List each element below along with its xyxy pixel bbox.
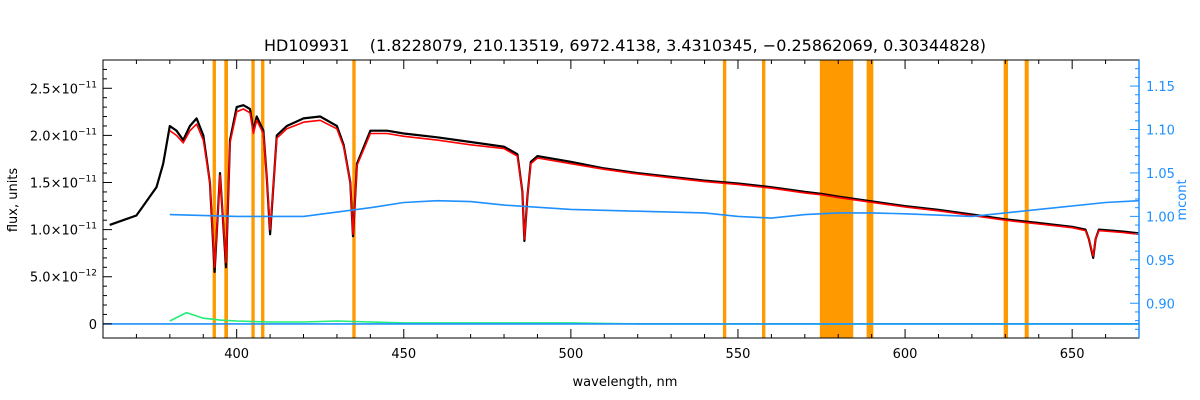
masked-regions: [212, 60, 1029, 338]
y-axis: 0 5.0×10−12 1.0×10−11 1.5×10−11 2.0×10−11 2.5…: [30, 59, 112, 333]
mask-band-10: [1024, 60, 1029, 338]
series-model: [169, 108, 1140, 269]
y2-axis-label: mcont: [1175, 179, 1190, 220]
y-tick-label-3: 1.5×10−11: [30, 175, 97, 192]
x-axis-label: wavelength, nm: [573, 375, 678, 390]
mask-band-5: [722, 60, 727, 338]
mask-band-2: [251, 60, 255, 338]
series-observed: [109, 104, 1140, 274]
plot-frame: [102, 59, 1140, 339]
y-tick-label-2: 1.0×10−11: [30, 222, 97, 239]
x-tick-label-550: 550: [726, 347, 751, 362]
y-axis-label: flux, units: [6, 168, 21, 233]
y2-tick-label-2: 1.00: [1146, 210, 1175, 225]
y2-tick-label-3: 1.05: [1146, 167, 1175, 182]
y2-tick-label-1: 0.95: [1146, 254, 1175, 269]
y2-tick-label-5: 1.15: [1146, 80, 1175, 95]
y-tick-label-1: 5.0×10−12: [30, 269, 97, 286]
y2-tick-label-4: 1.10: [1146, 124, 1175, 139]
mask-band-9: [1003, 60, 1008, 338]
mask-band-6: [762, 60, 766, 338]
series-continuum: [169, 199, 1140, 219]
y2-axis: 0.90 0.95 1.00 1.05 1.10 1.15: [1130, 60, 1175, 338]
x-tick-label-650: 650: [1060, 347, 1085, 362]
y-tick-label-5: 2.5×10−11: [30, 80, 97, 97]
x-tick-label-450: 450: [391, 347, 416, 362]
x-tick-label-400: 400: [224, 347, 249, 362]
mask-band-0: [212, 60, 216, 338]
mask-band-8: [866, 60, 874, 338]
series-residual: [169, 311, 1139, 325]
y-tick-label-0: 0: [89, 318, 97, 333]
y-tick-label-4: 2.0×10−11: [30, 127, 97, 144]
mask-band-3: [261, 60, 265, 338]
series-layer: [103, 104, 1140, 325]
x-axis: 400 450 500 550 600 650: [102, 60, 1140, 362]
chart-title: HD109931 (1.8228079, 210.13519, 6972.413…: [264, 36, 986, 55]
x-tick-label-600: 600: [893, 347, 918, 362]
x-tick-label-500: 500: [558, 347, 583, 362]
mask-band-1: [224, 60, 228, 338]
y2-tick-label-0: 0.90: [1146, 297, 1175, 312]
